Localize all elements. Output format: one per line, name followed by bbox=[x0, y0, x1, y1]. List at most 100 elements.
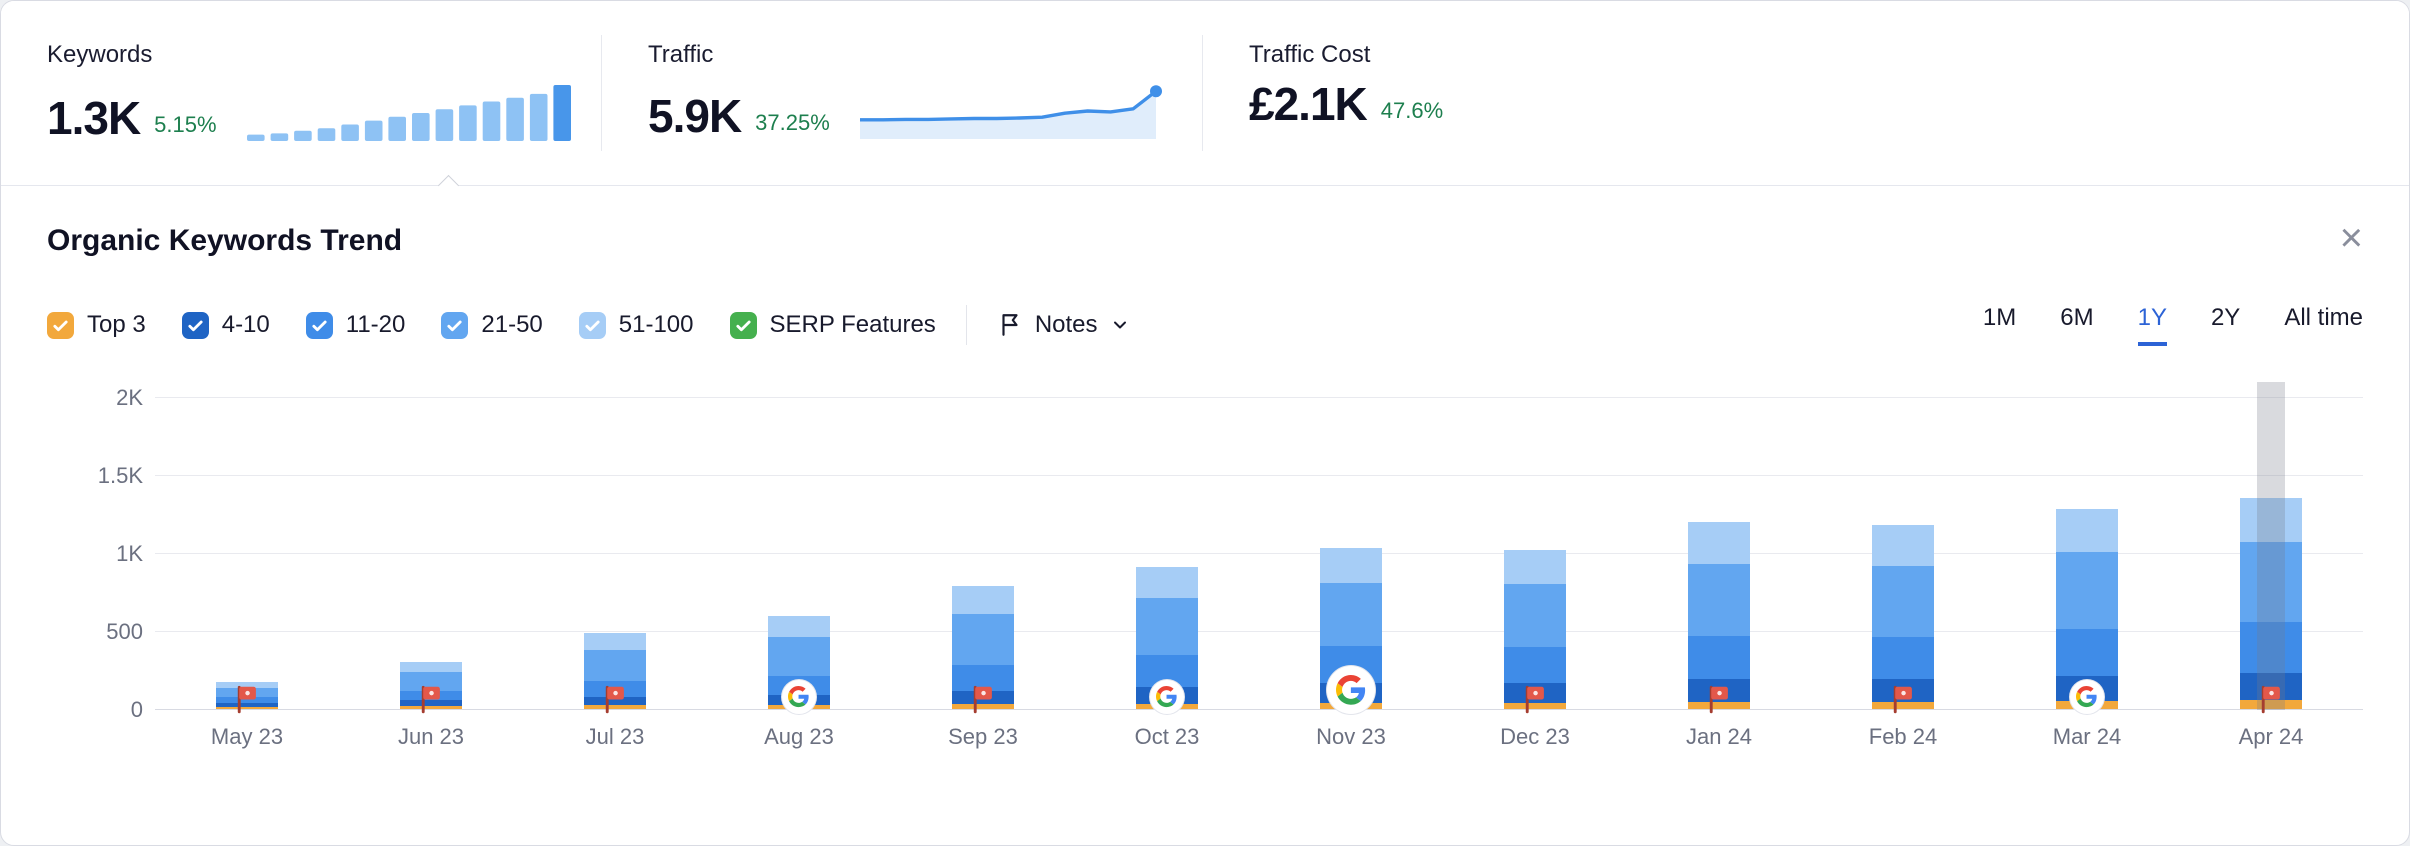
filter-label-21-50: 21-50 bbox=[481, 311, 543, 338]
check-icon bbox=[447, 320, 462, 331]
marker-flag-feb-24[interactable] bbox=[1890, 684, 1917, 714]
bar-segment-51-100 bbox=[1872, 525, 1934, 567]
gridline bbox=[155, 631, 2363, 632]
note-flag-icon bbox=[605, 685, 624, 714]
metric-card-keywords[interactable]: Keywords 1.3K 5.15% bbox=[1, 1, 601, 185]
position-filters: Top 3 4-10 11-20 21-50 51-100 SERP Features bbox=[47, 311, 936, 339]
google-icon bbox=[1150, 680, 1184, 714]
organic-keywords-trend-chart: 0 500 1K 1.5K 2K May 23 Jun 23 Jul 23 Aug 23 Sep … bbox=[47, 382, 2363, 749]
traffic-sparkline bbox=[858, 83, 1168, 139]
filter-serp-features[interactable]: SERP Features bbox=[729, 311, 936, 339]
marker-flag-jan-24[interactable] bbox=[1706, 684, 1733, 714]
filter-label-51-100: 51-100 bbox=[618, 311, 694, 338]
filter-11-20[interactable]: 11-20 bbox=[305, 311, 406, 339]
filter-label-top-3: Top 3 bbox=[87, 311, 146, 338]
x-axis-label-jan-24: Jan 24 bbox=[1685, 724, 1753, 749]
stacked-bar-apr-24[interactable] bbox=[2240, 498, 2302, 709]
metric-traffic-cost-change: 47.6% bbox=[1380, 97, 1444, 123]
bar-segment-21-50 bbox=[1688, 563, 1750, 636]
notes-button[interactable]: Notes bbox=[997, 311, 1130, 339]
metric-traffic-change: 37.25% bbox=[755, 110, 830, 135]
marker-google-aug-23[interactable] bbox=[782, 680, 816, 714]
metric-card-traffic[interactable]: Traffic 5.9K 37.25% bbox=[602, 1, 1202, 185]
bar-segment-51-100 bbox=[1136, 567, 1198, 599]
x-axis-label-mar-24: Mar 24 bbox=[2052, 724, 2122, 749]
bar-segment-11-20 bbox=[1872, 636, 1934, 680]
checkbox-21-50[interactable] bbox=[441, 311, 469, 339]
tab-range-1m[interactable]: 1M bbox=[1983, 304, 2016, 346]
chart-column-aug-23: Aug 23 bbox=[707, 398, 891, 749]
tab-range-all-time[interactable]: All time bbox=[2284, 304, 2363, 346]
bar-segment-21-50 bbox=[1504, 584, 1566, 647]
time-range-tabs: 1M 6M 1Y 2Y All time bbox=[1983, 304, 2363, 346]
chart-column-sep-23: Sep 23 bbox=[891, 398, 1075, 749]
filter-51-100[interactable]: 51-100 bbox=[578, 311, 694, 339]
bar-segment-21-50 bbox=[768, 637, 830, 676]
marker-flag-jun-23[interactable] bbox=[418, 684, 445, 714]
stacked-bar-feb-24[interactable] bbox=[1872, 525, 1934, 709]
filter-top-3[interactable]: Top 3 bbox=[47, 311, 146, 339]
bar-segment-11-20 bbox=[216, 697, 278, 703]
marker-flag-jul-23[interactable] bbox=[602, 684, 629, 714]
note-flag-icon bbox=[1709, 685, 1728, 714]
close-icon[interactable]: × bbox=[2339, 216, 2363, 260]
checkbox-4-10[interactable] bbox=[181, 311, 209, 339]
chart-column-may-23: May 23 bbox=[155, 398, 339, 749]
marker-google-oct-23[interactable] bbox=[1150, 680, 1184, 714]
bar-segment-51-100 bbox=[1688, 521, 1750, 564]
tab-range-2y[interactable]: 2Y bbox=[2211, 304, 2240, 346]
x-axis-label-aug-23: Aug 23 bbox=[764, 724, 834, 749]
tab-range-6m[interactable]: 6M bbox=[2060, 304, 2093, 346]
tab-range-1y[interactable]: 1Y bbox=[2137, 304, 2167, 346]
metric-card-traffic-cost[interactable]: Traffic Cost £2.1K 47.6% bbox=[1203, 1, 1803, 185]
bar-segment-top-3 bbox=[400, 705, 462, 709]
checkbox-serp-features[interactable] bbox=[729, 311, 757, 339]
bar-segment-11-20 bbox=[2056, 628, 2118, 676]
google-icon bbox=[782, 680, 816, 714]
bar-segment-11-20 bbox=[952, 665, 1014, 692]
bar-segment-11-20 bbox=[2240, 622, 2302, 674]
stacked-bar-mar-24[interactable] bbox=[2056, 509, 2118, 709]
notes-label: Notes bbox=[1034, 311, 1098, 338]
chart-column-oct-23: Oct 23 bbox=[1075, 398, 1259, 749]
x-axis-label-sep-23: Sep 23 bbox=[948, 724, 1018, 749]
bar-segment-51-100 bbox=[768, 615, 830, 638]
bar-segment-top-3 bbox=[584, 705, 646, 709]
chart-column-jul-23: Jul 23 bbox=[523, 398, 707, 749]
keywords-sparkline bbox=[245, 83, 575, 141]
bar-segment-top-3 bbox=[216, 706, 278, 709]
stacked-bar-jan-24[interactable] bbox=[1688, 521, 1750, 709]
marker-flag-dec-23[interactable] bbox=[1522, 684, 1549, 714]
metric-traffic-cost-value: £2.1K bbox=[1249, 78, 1368, 130]
chart-column-feb-24: Feb 24 bbox=[1811, 398, 1995, 749]
check-icon bbox=[188, 320, 203, 331]
bar-segment-4-10 bbox=[216, 702, 278, 707]
bar-segment-top-3 bbox=[1872, 702, 1934, 709]
google-icon bbox=[2070, 680, 2104, 714]
marker-google-large-nov-23[interactable] bbox=[1327, 666, 1375, 714]
marker-google-mar-24[interactable] bbox=[2070, 680, 2104, 714]
bar-segment-21-50 bbox=[2056, 551, 2118, 629]
page-title: Organic Keywords Trend bbox=[47, 224, 403, 257]
bar-segment-51-100 bbox=[1504, 549, 1566, 585]
marker-flag-sep-23[interactable] bbox=[970, 684, 997, 714]
filter-label-11-20: 11-20 bbox=[345, 311, 406, 338]
marker-flag-may-23[interactable] bbox=[234, 684, 261, 714]
filter-21-50[interactable]: 21-50 bbox=[441, 311, 543, 339]
y-axis-label: 500 bbox=[106, 619, 143, 644]
marker-flag-apr-24[interactable] bbox=[2258, 684, 2285, 714]
checkbox-top-3[interactable] bbox=[47, 311, 74, 339]
chart-columns: May 23 Jun 23 Jul 23 Aug 23 Sep 23 Oct 23 Nov … bbox=[155, 382, 2363, 749]
x-axis-label-may-23: May 23 bbox=[210, 724, 284, 749]
stacked-bar-sep-23[interactable] bbox=[952, 585, 1014, 709]
bar-segment-top-3 bbox=[2240, 700, 2302, 709]
filter-4-10[interactable]: 4-10 bbox=[181, 311, 270, 339]
checkbox-11-20[interactable] bbox=[305, 311, 333, 339]
chart-plot-area: 0 500 1K 1.5K 2K May 23 Jun 23 Jul 23 Aug 23 Sep … bbox=[98, 382, 2363, 749]
chart-column-mar-24: Mar 24 bbox=[1995, 398, 2179, 749]
checkbox-51-100[interactable] bbox=[578, 311, 606, 339]
divider bbox=[1202, 35, 1203, 151]
bar-segment-21-50 bbox=[952, 613, 1014, 666]
bar-segment-4-10 bbox=[400, 700, 462, 706]
bar-segment-21-50 bbox=[1320, 582, 1382, 646]
